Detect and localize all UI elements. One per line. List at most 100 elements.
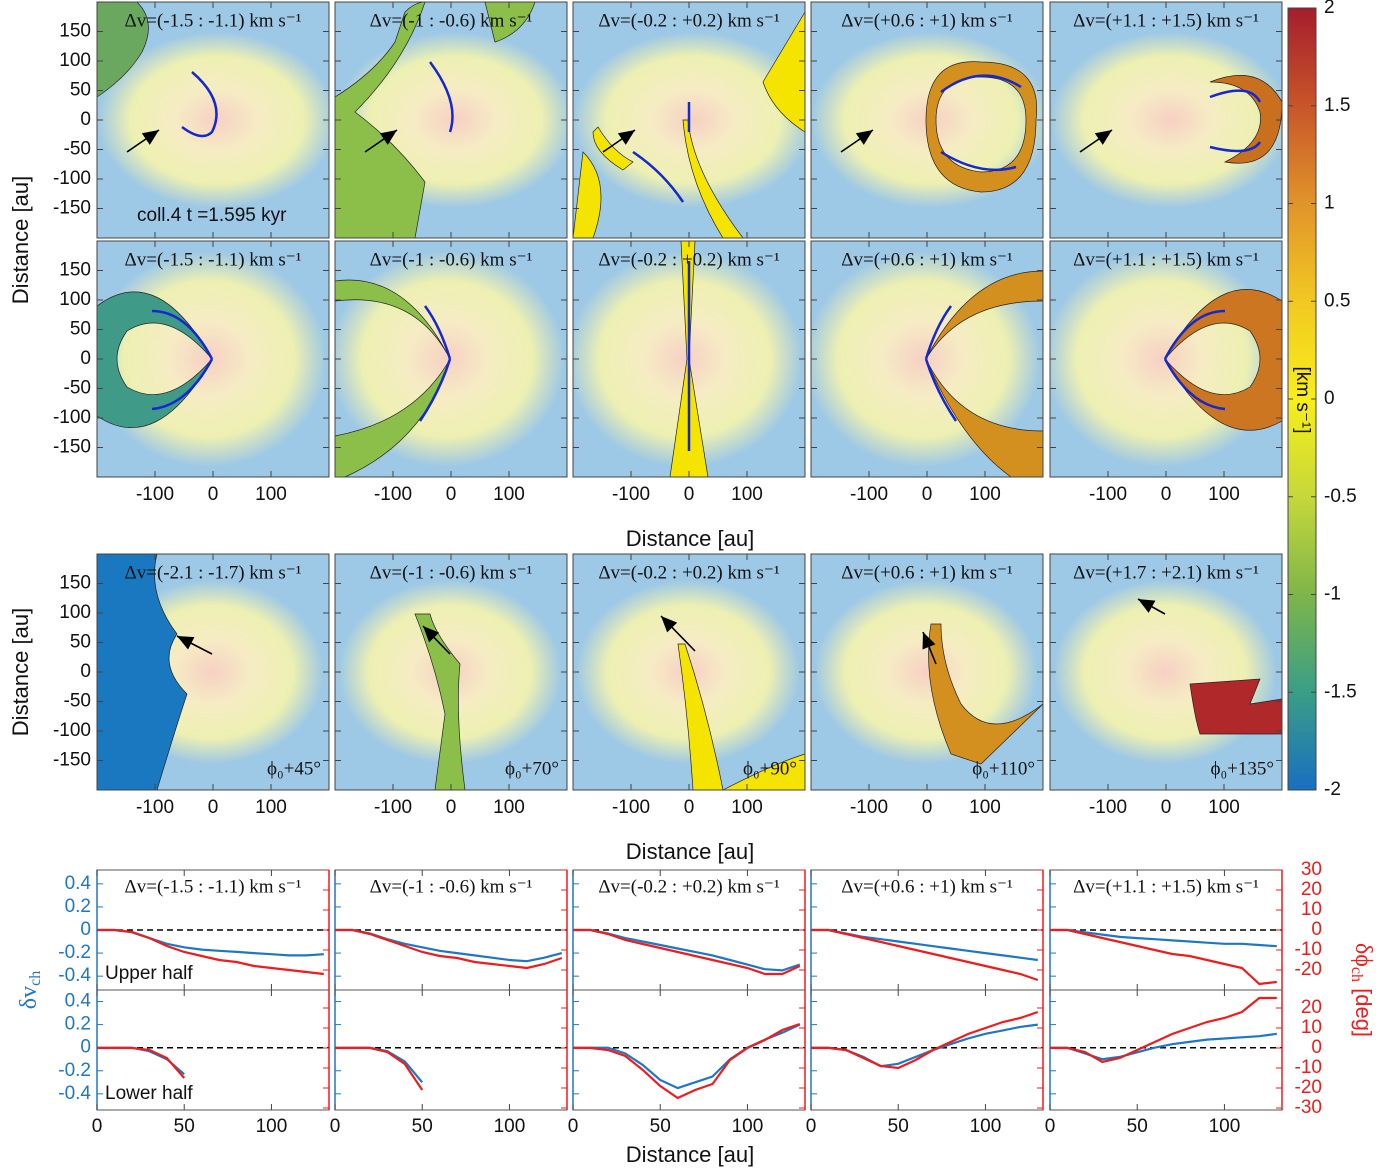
x-tick-label: 100: [969, 797, 1001, 818]
series-line: [335, 928, 563, 970]
map-panel: [1050, 554, 1282, 790]
x-tick-label: 0: [330, 1116, 341, 1137]
panel-title: Δv=(-0.2 : +0.2) km s⁻¹: [598, 876, 780, 897]
ridge-line: [151, 309, 214, 360]
x-tick-label: 0: [446, 797, 457, 818]
ridge-line: [632, 150, 685, 203]
x-tick-label: 100: [731, 484, 763, 505]
panel-note: ϕ₀+110°: [972, 758, 1035, 779]
y2-tick-label: 10: [1301, 899, 1322, 920]
panel-title: Δv=(-1.5 : -1.1) km s⁻¹: [125, 10, 302, 31]
x-tick-label: 100: [255, 797, 287, 818]
series-line: [573, 1022, 801, 1100]
map-panel: [335, 241, 567, 477]
panel-note: ϕ₀+135°: [1211, 758, 1274, 779]
colorbar-tick-label: 0.5: [1324, 290, 1350, 311]
map-panel: [97, 241, 329, 477]
map-panel: [573, 554, 805, 790]
x-tick-label: 100: [731, 797, 763, 818]
arrow-head: [922, 632, 936, 650]
x-tick-label: 50: [412, 1116, 433, 1137]
series-line: [811, 1010, 1039, 1070]
map-panel: [811, 2, 1043, 238]
panel-note: ϕ₀+70°: [505, 758, 559, 779]
x-tick-label: 100: [255, 484, 287, 505]
colorbar-tick-label: 2: [1324, 0, 1335, 18]
y2-tick-label: -10: [1295, 939, 1322, 960]
panel-title: Δv=(-0.2 : +0.2) km s⁻¹: [598, 562, 780, 583]
x-tick-label: 50: [650, 1116, 671, 1137]
y-tick-label: -100: [53, 720, 91, 741]
annotation: coll.4 t =1.595 kyr: [137, 205, 287, 226]
panel-title: Δv=(+0.6 : +1) km s⁻¹: [841, 249, 1013, 270]
map-panel: [97, 2, 329, 238]
x-tick-label: 50: [1127, 1116, 1148, 1137]
x-tick-label: -100: [136, 797, 174, 818]
x-tick-label: 100: [493, 797, 525, 818]
y2-tick-label: 20: [1301, 879, 1322, 900]
x-tick-label: 0: [1045, 1116, 1056, 1137]
disk: [814, 580, 1038, 764]
velocity-region: [573, 151, 602, 238]
y2-tick-label: -20: [1295, 959, 1322, 980]
x-tick-label: 100: [732, 1116, 764, 1137]
velocity-region: [414, 613, 466, 790]
plot-frame: [810, 989, 1044, 1111]
y-tick-label: -100: [53, 407, 91, 428]
y-tick-label: 0: [80, 109, 91, 130]
y-tick-label: 0: [80, 919, 91, 940]
y-tick-label: -100: [53, 168, 91, 189]
ridge-line: [940, 150, 1017, 172]
y2-axis-label-main: δϕ: [1350, 943, 1376, 967]
colorbar-tick-label: -2: [1324, 779, 1341, 800]
half-label: Upper half: [105, 963, 193, 984]
x-tick-label: 100: [1208, 484, 1240, 505]
colorbar-tick-label: -1.5: [1324, 681, 1357, 702]
y-tick-label: 50: [70, 319, 91, 340]
ridge-line: [1209, 141, 1262, 153]
panel-title: Δv=(+0.6 : +1) km s⁻¹: [841, 562, 1013, 583]
x-tick-label: 0: [1161, 797, 1172, 818]
half-label: Lower half: [105, 1083, 193, 1104]
y-tick-label: -0.4: [58, 1083, 91, 1104]
y2-tick-label: 30: [1301, 859, 1322, 880]
ridge-line: [428, 61, 454, 133]
map-panel: [573, 241, 805, 477]
y2-tick-label: -20: [1295, 1077, 1322, 1098]
plot-frame: [96, 989, 330, 1111]
panel-title: Δv=(-1.5 : -1.1) km s⁻¹: [125, 249, 302, 270]
y-axis-label: Distance [au]: [8, 608, 33, 736]
y-tick-label: -0.2: [58, 1060, 91, 1081]
ridge-line: [151, 358, 214, 411]
y2-tick-label: -30: [1295, 1097, 1322, 1118]
x-tick-label: 100: [1208, 797, 1240, 818]
x-tick-label: 0: [92, 1116, 103, 1137]
y2-tick-label: 20: [1301, 997, 1322, 1018]
x-tick-label: 0: [208, 797, 219, 818]
series-line: [1050, 996, 1277, 1064]
y2-axis-label-sub: ch: [1348, 967, 1365, 982]
arrow-head: [177, 636, 195, 650]
x-tick-label: 100: [970, 1116, 1002, 1137]
x-tick-label: 100: [1209, 1116, 1241, 1137]
ridge-line: [924, 305, 953, 360]
x-tick-label: 0: [806, 1116, 817, 1137]
colorbar-tick-label: 1: [1324, 193, 1335, 214]
panel-title: Δv=(-1 : -0.6) km s⁻¹: [370, 876, 533, 897]
panel-title: Δv=(-1 : -0.6) km s⁻¹: [370, 249, 533, 270]
map-panel: [811, 554, 1043, 790]
y-tick-label: 100: [59, 50, 91, 71]
y-tick-label: 100: [59, 602, 91, 623]
series-line: [811, 928, 1039, 982]
x-tick-label: -100: [1089, 797, 1127, 818]
velocity-region: [97, 2, 149, 98]
x-tick-label: -100: [612, 484, 650, 505]
ridge-line: [1209, 89, 1262, 103]
panel-title: Δv=(-2.1 : -1.7) km s⁻¹: [125, 562, 302, 583]
panel-title: Δv=(+0.6 : +1) km s⁻¹: [841, 10, 1013, 31]
x-tick-label: -100: [612, 797, 650, 818]
arrow-head: [661, 616, 678, 633]
x-tick-label: -100: [850, 797, 888, 818]
arrow-head: [1094, 130, 1112, 145]
